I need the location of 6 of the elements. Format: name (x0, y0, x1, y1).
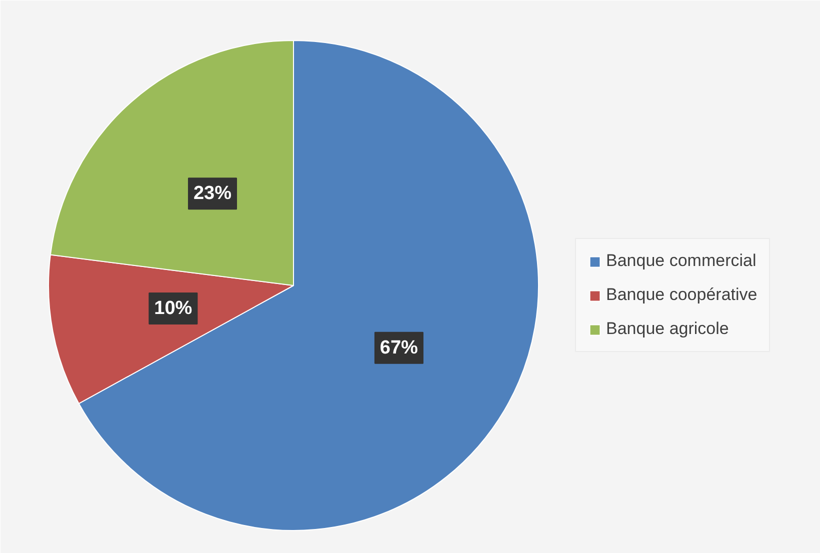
legend-label: Banque commercial (606, 251, 756, 271)
data-label: 23% (193, 183, 232, 204)
data-label: 10% (154, 298, 192, 319)
legend-label: Banque coopérative (606, 285, 758, 305)
data-label: 67% (380, 337, 418, 358)
legend-label: Banque agricole (606, 319, 729, 339)
